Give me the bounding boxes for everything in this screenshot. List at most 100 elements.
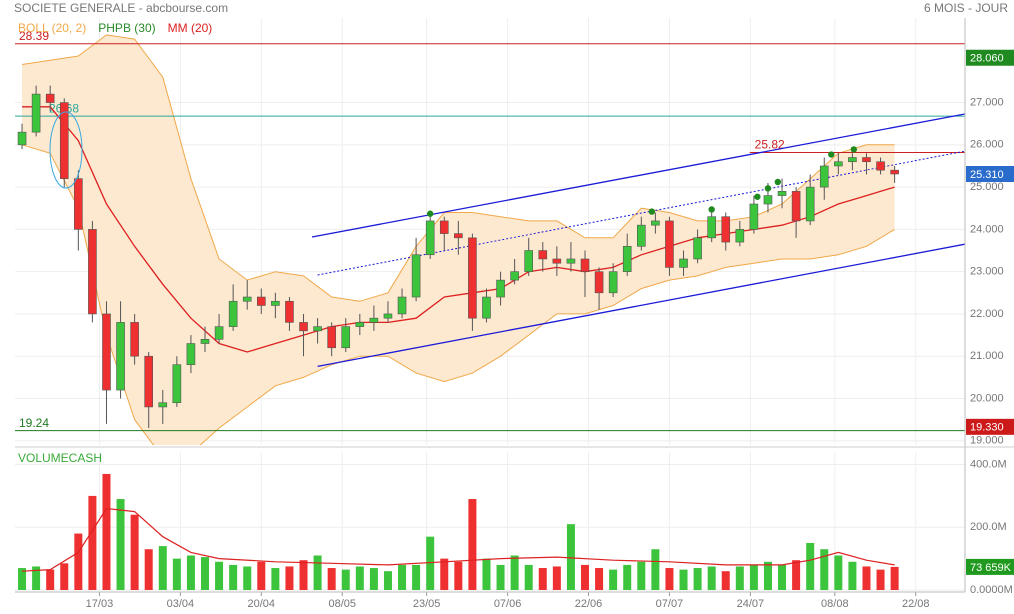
volume-bar [806,542,815,590]
volume-bar [144,549,153,590]
candle-body [200,339,210,344]
price-marker-label: 19.330 [970,422,1004,434]
bollinger-lower [21,144,895,445]
volume-bar [383,571,392,590]
x-tick-label: 07/07 [656,598,684,610]
candle-body [341,326,351,349]
volume-bar [454,561,463,590]
candle-body [102,313,111,391]
volume-bar [172,558,181,590]
volume-bar [538,568,547,590]
volume-bar [735,566,744,590]
volume-bar [285,566,294,590]
volume-bar [201,557,209,590]
candle-body [552,258,562,264]
panel-title: VOLUMECASH [18,451,102,465]
candle-body [777,191,787,196]
candle-body [31,93,41,133]
horizontal-line-label: 19.24 [19,416,49,430]
bollinger-upper [21,34,895,302]
candle-body [158,402,168,408]
volume-bar [130,514,139,590]
candle-body [538,250,548,260]
volume-bar [426,536,435,590]
candle-body [88,229,97,315]
volume-bar [510,555,519,590]
volume-bar [848,561,857,590]
candle-body [299,322,308,332]
phpb-point [850,146,858,153]
volume-bar [440,558,449,590]
volume-bar [693,568,702,590]
page-title: SOCIETE GENERALE - abcbourse.com [14,1,228,15]
x-tick-label: 24/07 [737,598,765,610]
candle-body [172,364,182,404]
price-marker-label: 73 659K [970,562,1012,574]
x-tick-label: 08/05 [328,598,356,610]
volume-average [21,507,895,572]
volume-bar [552,566,561,590]
volume-bar [398,564,407,590]
x-tick-label: 20/04 [248,598,276,610]
x-tick-label: 22/08 [902,598,930,610]
horizontal-line-label: 28.39 [19,29,49,43]
y-tick-label: 27.000 [970,96,1004,108]
horizontal-line-label: 25.82 [755,138,785,152]
candle-body [566,258,576,264]
candle-body [116,322,125,391]
price-marker-label: 28.060 [970,53,1004,65]
price-marker [966,49,1014,66]
volume-bar [46,569,55,590]
volume-bar [482,558,491,590]
candle-body [862,157,871,163]
volume-bar [581,564,589,590]
y-tick-label: 0.0000M [970,584,1013,596]
volume-bar [623,564,632,590]
candle-body [693,237,702,260]
x-tick-label: 08/08 [821,598,849,610]
volume-bar [778,564,787,590]
candle-body [721,216,731,243]
candle-body [819,165,829,188]
candle-body [763,195,773,205]
x-tick-label: 17/03 [86,598,114,610]
candle-body [17,131,27,146]
volume-bar [299,560,308,590]
candle-body [411,254,421,298]
volume-bar [876,569,885,590]
candle-body [271,300,280,306]
price-marker [966,418,1014,435]
candle-body [496,279,505,298]
trend-line [317,243,965,368]
candle-body [524,250,534,272]
volume-bar [566,524,575,590]
plot-layer: 19.000 20.000 21.000 22.000 23.000 24.000 25.0… [15,18,1014,610]
legend-entry: MM (20) [168,21,213,35]
volume-bar [707,566,716,590]
candle-body [454,233,463,239]
phpb-point [754,193,761,200]
candle-body [59,102,69,179]
volume-bar [721,571,730,590]
x-tick-label: 03/04 [167,598,195,610]
y-tick-label: 22.000 [970,308,1004,320]
candle-body [622,245,632,272]
candle-body [285,300,294,323]
phpb-point [764,185,772,192]
volume-bar [792,560,801,590]
candle-body [608,271,618,294]
legend-entry: BOLL (20, 2) [18,21,86,35]
candle-body [186,343,196,365]
y-tick-label: 25.000 [970,181,1004,193]
candle-body [580,258,590,272]
candle-body [679,258,688,268]
volume-bar [341,569,350,590]
price-marker [966,166,1014,183]
candle-body [749,203,759,230]
volume-bar [820,549,829,590]
trend-line [311,113,965,238]
candle-body [636,224,646,247]
volume-bar [186,555,195,590]
price-marker [966,558,1014,575]
y-tick-label: 26.000 [970,139,1004,151]
